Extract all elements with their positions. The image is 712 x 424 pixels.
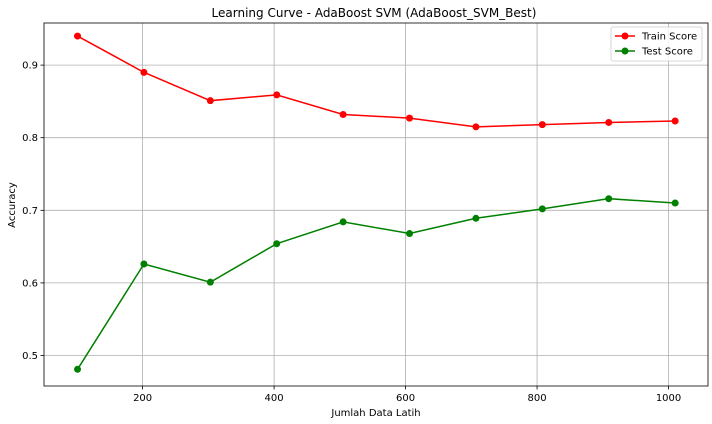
train-score-point <box>605 118 613 126</box>
legend: Train Score Test Score <box>610 26 703 62</box>
x-tick-label: 1000 <box>656 393 681 404</box>
x-tick-label: 800 <box>528 393 547 404</box>
axis-ticks: 200 400 600 800 1000 0.5 0.6 0.7 0.8 0.9 <box>22 61 681 404</box>
test-score-point <box>74 365 82 373</box>
test-score-point <box>339 218 347 226</box>
y-axis-label: Accuracy <box>7 182 18 228</box>
test-score-point <box>671 199 679 207</box>
y-tick-label: 0.8 <box>22 133 38 144</box>
test-score-point <box>472 214 480 222</box>
test-score-point <box>140 260 148 268</box>
train-score-point <box>74 32 82 40</box>
test-score-line <box>76 197 676 370</box>
test-score-point <box>605 195 613 203</box>
train-score-point <box>339 110 347 118</box>
train-score-point <box>472 123 480 131</box>
test-score-point <box>538 205 546 213</box>
train-score-point <box>538 121 546 129</box>
test-score-point <box>273 240 281 248</box>
x-tick-label: 600 <box>396 393 415 404</box>
x-tick-label: 200 <box>133 393 152 404</box>
x-tick-label: 400 <box>265 393 284 404</box>
x-axis-label: Jumlah Data Latih <box>330 408 420 419</box>
train-score-point <box>406 114 414 122</box>
legend-train-marker <box>621 32 629 40</box>
train-score-point <box>273 91 281 99</box>
y-tick-label: 0.9 <box>22 61 38 72</box>
train-score-point <box>140 68 148 76</box>
legend-test-label: Test Score <box>641 47 693 58</box>
y-tick-label: 0.7 <box>22 206 38 217</box>
train-score-point <box>206 97 214 105</box>
y-tick-label: 0.5 <box>22 351 38 362</box>
test-score-point <box>206 278 214 286</box>
grid <box>44 23 708 386</box>
train-score-line <box>77 35 676 128</box>
test-score-point <box>406 230 414 238</box>
series-group <box>74 32 679 373</box>
train-score-point <box>671 117 679 125</box>
plot-area-frame <box>43 22 709 387</box>
chart-title: Learning Curve - AdaBoost SVM (AdaBoost_… <box>212 6 537 20</box>
y-tick-label: 0.6 <box>22 278 38 289</box>
legend-train-label: Train Score <box>641 32 697 43</box>
legend-test-marker <box>621 47 629 55</box>
